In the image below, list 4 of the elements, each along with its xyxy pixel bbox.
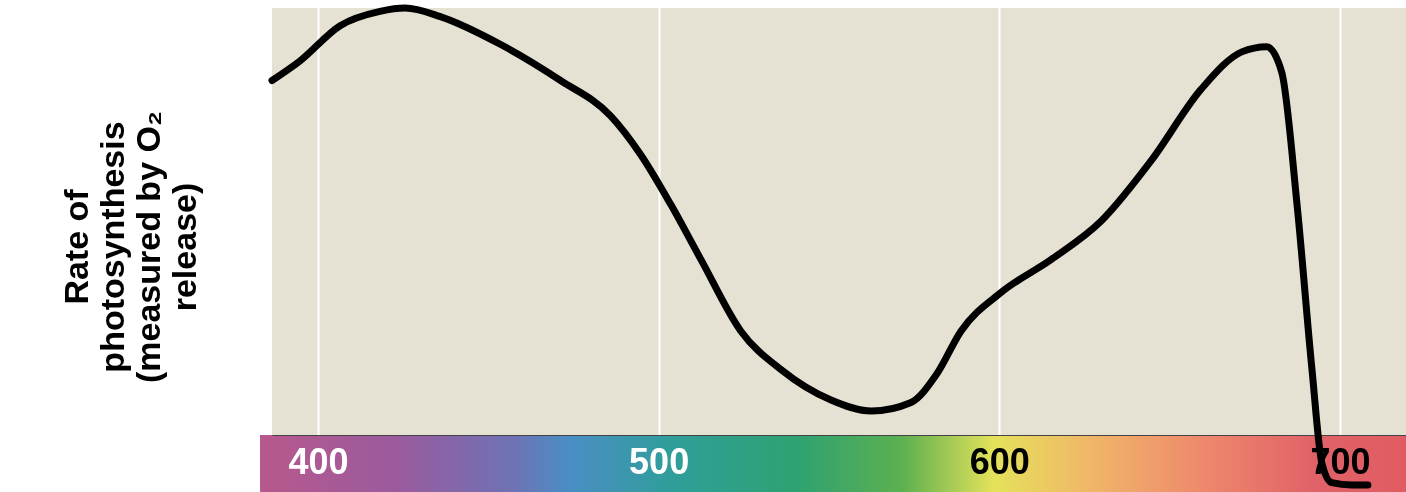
x-tick-label: 500 xyxy=(629,440,690,482)
x-tick-label: 400 xyxy=(288,440,349,482)
x-tick-label: 600 xyxy=(969,440,1030,482)
y-axis-title: Rate of photosynthesis (measured by O₂ release) xyxy=(56,110,203,384)
